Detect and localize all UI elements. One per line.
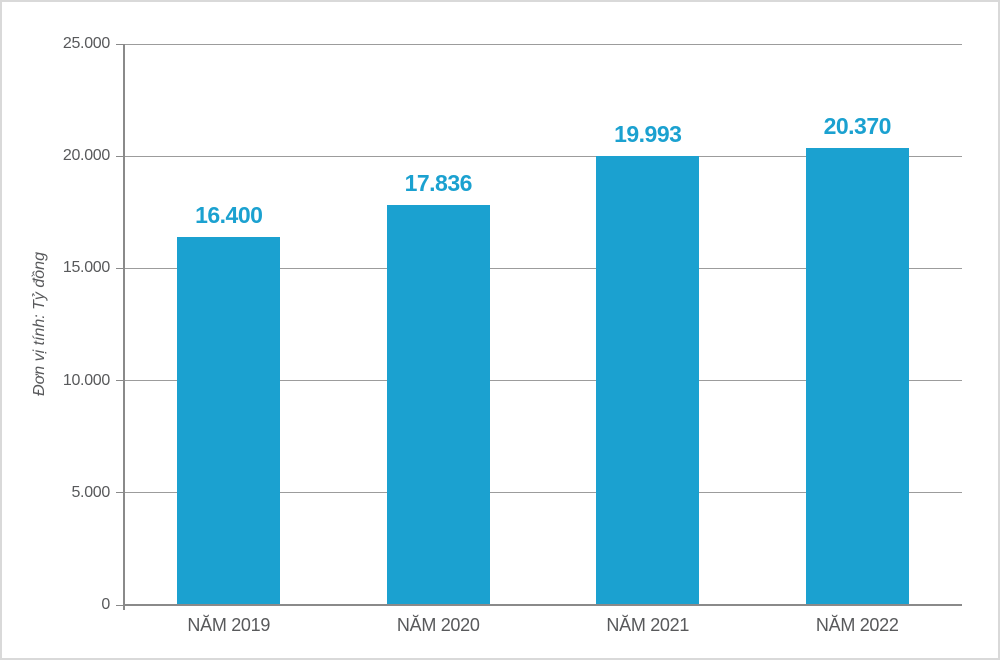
gridline: [124, 492, 962, 494]
bar: [805, 147, 909, 605]
bar-value-label: 20.370: [823, 112, 892, 139]
x-axis-category-label: NĂM 2019: [187, 615, 271, 635]
y-axis-tick-label: 20.000: [62, 147, 110, 165]
gridline: [124, 43, 962, 45]
y-axis-tick-label: 25.000: [62, 35, 110, 52]
x-axis-line: [124, 604, 962, 606]
x-axis-category-label: NĂM 2021: [606, 615, 690, 635]
y-axis-tick: [116, 43, 124, 45]
gridline: [124, 155, 962, 157]
y-axis-tick-label: 10.000: [62, 371, 110, 389]
bar: [386, 204, 490, 605]
y-axis-tick-label: 0: [101, 596, 110, 613]
gridline: [124, 267, 962, 269]
y-axis-line: [123, 44, 125, 610]
y-axis-tick: [116, 380, 124, 382]
y-axis-tick: [116, 155, 124, 157]
y-axis-tick-label: 15.000: [62, 259, 110, 277]
gridline: [124, 380, 962, 382]
y-axis-tick: [116, 492, 124, 494]
bar: [596, 156, 700, 605]
bar-value-label: 16.400: [195, 201, 263, 228]
y-axis-tick: [116, 604, 124, 606]
y-axis-tick-label: 5.000: [71, 483, 110, 501]
y-axis-tick: [116, 267, 124, 269]
x-axis-category-label: NĂM 2022: [815, 615, 899, 635]
x-axis-category-label: NĂM 2020: [396, 615, 480, 635]
bar: [177, 236, 281, 605]
bar-value-label: 19.993: [614, 121, 682, 148]
bar-value-label: 17.836: [404, 169, 473, 196]
